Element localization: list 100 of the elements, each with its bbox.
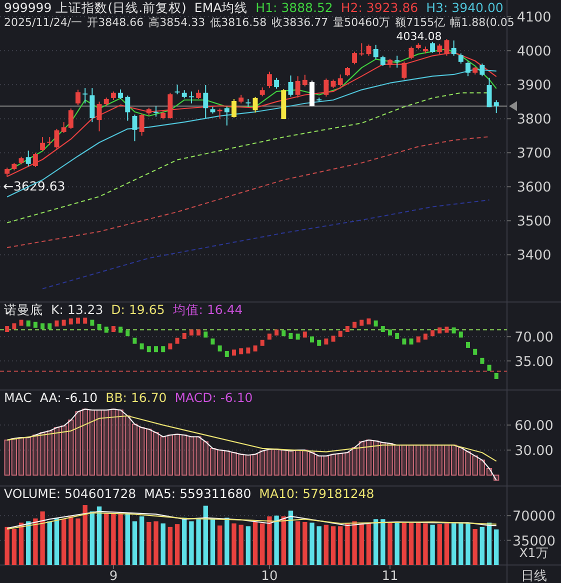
bar [345,523,350,565]
bar [139,427,145,476]
bar [18,522,24,565]
y-tick-label: 3600 [516,180,552,196]
bar [295,521,300,565]
x-tick-label: 9 [109,569,118,583]
annotation: 4034.08 [396,30,442,43]
candlestick [76,89,80,106]
candlestick [324,78,329,98]
bar [245,454,251,476]
bar [61,519,66,565]
bar [302,450,308,476]
bar [18,437,24,476]
bar [118,410,124,476]
bar [387,442,393,476]
bar [344,452,350,476]
chart-subtitle: EMA均线 [194,0,248,15]
bar [40,432,46,476]
bar [267,516,272,565]
bar [323,456,329,476]
y-tick-label: 3900 [516,78,552,94]
candlestick [344,66,350,77]
bar [494,529,499,565]
bar [465,451,471,476]
bar [154,521,158,565]
bar [352,447,358,476]
bar [422,444,428,476]
bar [380,442,386,476]
candlestick [430,41,436,54]
candlestick [352,51,358,65]
bar [224,450,230,476]
bar [12,529,17,565]
bar [316,526,322,565]
bar [486,522,492,565]
bar [246,526,251,565]
candlestick [154,106,158,118]
series-label: AA: -6.10 [40,390,98,405]
bar [61,425,67,476]
series-label: MA5: 559311680 [144,486,252,501]
annotation: 额7155亿 [395,16,446,29]
bar [260,450,266,476]
candlestick [90,88,95,123]
bar [11,438,17,476]
y-tick-label: 3700 [516,146,552,162]
annotation: 幅1.88(0.05 [450,16,514,29]
bar [182,518,187,565]
y-tick-label: 70000 [512,508,556,525]
bar [132,521,138,565]
candlestick [203,84,208,119]
bar [4,526,10,565]
bar [472,456,478,476]
bar [118,514,123,565]
y-tick-label: 30.00 [514,443,554,460]
bar [89,410,95,476]
bar [402,522,407,565]
candlestick [380,55,386,66]
bar [444,444,450,476]
candlestick [40,136,46,152]
candlestick [373,44,378,60]
y-tick-label: 3400 [516,248,552,264]
bar [238,524,244,565]
bar [210,448,216,476]
candlestick [252,96,258,114]
bar [252,454,258,476]
bar [472,529,478,565]
annotation: 均值: 16.44 [172,302,243,317]
candlestick [359,42,364,56]
annotation: 量50460万 [333,16,390,29]
bar [54,427,60,476]
y-tick-label: 70.00 [514,330,554,346]
bar [26,521,31,565]
bar [330,526,336,565]
bar [182,434,188,476]
chart-title: 诺曼底 [4,302,43,317]
bar [167,434,173,476]
bar [75,411,81,476]
bar [26,437,32,476]
bar [394,444,400,476]
candlestick [232,98,236,118]
bar [423,523,428,565]
bar [217,526,222,565]
bar [96,410,102,476]
bar [217,450,223,476]
text: H1: 3888.52 [256,0,333,15]
bar [188,436,194,476]
bar [224,518,230,565]
bar [458,523,464,565]
candlestick [295,76,300,98]
bar [366,523,372,565]
bar [394,522,400,565]
y-tick-label: 4000 [516,44,552,60]
bar [96,506,102,565]
bar [366,440,372,476]
candlestick [494,100,499,114]
bar [266,448,272,476]
bar [260,523,265,565]
y-tick-label: 60.00 [514,418,554,434]
candlestick [139,113,144,136]
candlestick [32,152,38,168]
bar [146,522,152,565]
